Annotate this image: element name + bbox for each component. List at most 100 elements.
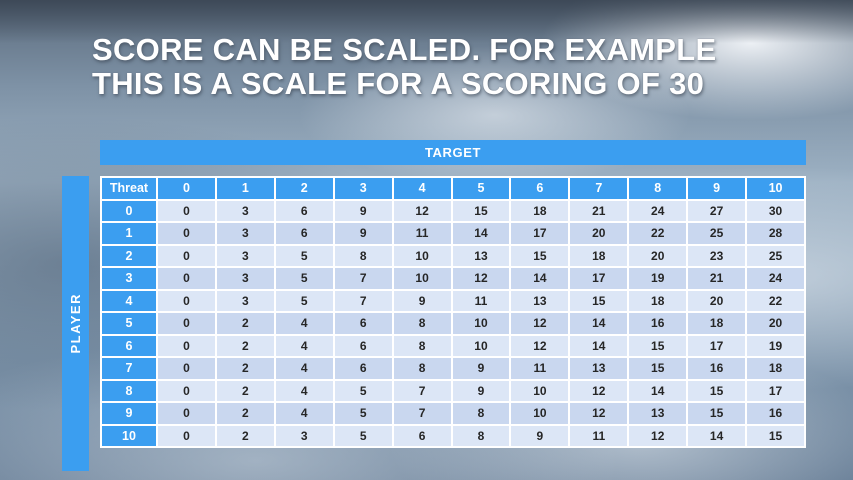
table-row: 7 0 2 4 6 8 9 11 13 15 16 18	[100, 356, 806, 381]
score-cell: 23	[686, 243, 748, 268]
score-cell: 12	[509, 311, 571, 336]
score-cell: 4	[273, 333, 335, 358]
score-cell: 6	[273, 221, 335, 246]
score-cell: 4	[273, 356, 335, 381]
column-header: 6	[509, 176, 571, 201]
score-cell: 12	[627, 423, 689, 448]
score-cell: 15	[745, 423, 806, 448]
score-cell: 8	[450, 401, 512, 426]
column-header: 2	[273, 176, 335, 201]
score-cell: 12	[450, 266, 512, 291]
score-cell: 30	[745, 198, 806, 223]
row-header: 10	[100, 423, 158, 448]
score-cell: 6	[332, 356, 394, 381]
score-cell: 14	[686, 423, 748, 448]
score-cell: 4	[273, 311, 335, 336]
score-cell: 15	[686, 378, 748, 403]
score-cell: 6	[273, 198, 335, 223]
score-cell: 21	[568, 198, 630, 223]
score-cell: 5	[332, 423, 394, 448]
score-cell: 15	[509, 243, 571, 268]
score-cell: 7	[332, 288, 394, 313]
score-cell: 2	[214, 311, 276, 336]
score-cell: 12	[391, 198, 453, 223]
score-cell: 8	[450, 423, 512, 448]
score-cell: 14	[568, 311, 630, 336]
score-cell: 11	[509, 356, 571, 381]
score-cell: 6	[391, 423, 453, 448]
score-cell: 10	[509, 378, 571, 403]
score-cell: 20	[568, 221, 630, 246]
score-cell: 0	[156, 266, 217, 291]
slide-title-line2: THIS IS A SCALE FOR A SCORING OF 30	[92, 66, 705, 102]
score-cell: 7	[391, 378, 453, 403]
row-header: 4	[100, 288, 158, 313]
score-cell: 14	[509, 266, 571, 291]
score-cell: 0	[156, 198, 217, 223]
score-cell: 18	[509, 198, 571, 223]
score-cell: 7	[332, 266, 394, 291]
score-cell: 2	[214, 333, 276, 358]
score-cell: 14	[450, 221, 512, 246]
table-row: 8 0 2 4 5 7 9 10 12 14 15 17	[100, 378, 806, 403]
score-cell: 8	[391, 311, 453, 336]
row-header: 7	[100, 356, 158, 381]
scoring-table: Threat 0 1 2 3 4 5 6 7 8 9 10 0 0 3 6 9 12 15 18 21 24 27 30 1…	[100, 176, 806, 448]
score-cell: 9	[450, 378, 512, 403]
table-row: 5 0 2 4 6 8 10 12 14 16 18 20	[100, 311, 806, 336]
score-cell: 14	[568, 333, 630, 358]
table-row: 2 0 3 5 8 10 13 15 18 20 23 25	[100, 243, 806, 268]
row-header: 1	[100, 221, 158, 246]
score-cell: 28	[745, 221, 806, 246]
column-header: 3	[332, 176, 394, 201]
score-cell: 8	[332, 243, 394, 268]
score-cell: 25	[686, 221, 748, 246]
score-cell: 21	[686, 266, 748, 291]
score-cell: 5	[273, 266, 335, 291]
score-cell: 18	[568, 243, 630, 268]
score-cell: 16	[686, 356, 748, 381]
score-cell: 25	[745, 243, 806, 268]
column-header: 10	[745, 176, 806, 201]
table-row: 4 0 3 5 7 9 11 13 15 18 20 22	[100, 288, 806, 313]
score-cell: 15	[686, 401, 748, 426]
column-header: 9	[686, 176, 748, 201]
player-axis-label: PLAYER	[62, 176, 89, 471]
score-cell: 11	[450, 288, 512, 313]
score-cell: 16	[627, 311, 689, 336]
threat-header: Threat	[100, 176, 158, 201]
score-cell: 15	[627, 356, 689, 381]
table-row: 6 0 2 4 6 8 10 12 14 15 17 19	[100, 333, 806, 358]
column-header: 0	[156, 176, 217, 201]
score-cell: 3	[214, 266, 276, 291]
score-cell: 17	[745, 378, 806, 403]
score-cell: 0	[156, 221, 217, 246]
score-cell: 22	[745, 288, 806, 313]
score-cell: 22	[627, 221, 689, 246]
slide-title: SCORE CAN BE SCALED. FOR EXAMPLE THIS IS…	[92, 32, 716, 102]
score-cell: 10	[450, 311, 512, 336]
row-header: 5	[100, 311, 158, 336]
score-cell: 11	[391, 221, 453, 246]
player-axis-label-text: PLAYER	[68, 293, 83, 354]
score-cell: 2	[214, 356, 276, 381]
score-cell: 0	[156, 311, 217, 336]
score-cell: 15	[568, 288, 630, 313]
score-cell: 3	[273, 423, 335, 448]
score-cell: 12	[568, 378, 630, 403]
score-cell: 4	[273, 401, 335, 426]
score-cell: 8	[391, 356, 453, 381]
score-cell: 11	[568, 423, 630, 448]
score-cell: 0	[156, 401, 217, 426]
target-axis-label: TARGET	[100, 140, 806, 165]
score-cell: 18	[686, 311, 748, 336]
score-cell: 6	[332, 311, 394, 336]
score-cell: 16	[745, 401, 806, 426]
score-cell: 9	[391, 288, 453, 313]
score-cell: 5	[332, 378, 394, 403]
column-header: 5	[450, 176, 512, 201]
table-row: 0 0 3 6 9 12 15 18 21 24 27 30	[100, 198, 806, 223]
score-cell: 13	[627, 401, 689, 426]
score-cell: 27	[686, 198, 748, 223]
row-header: 8	[100, 378, 158, 403]
